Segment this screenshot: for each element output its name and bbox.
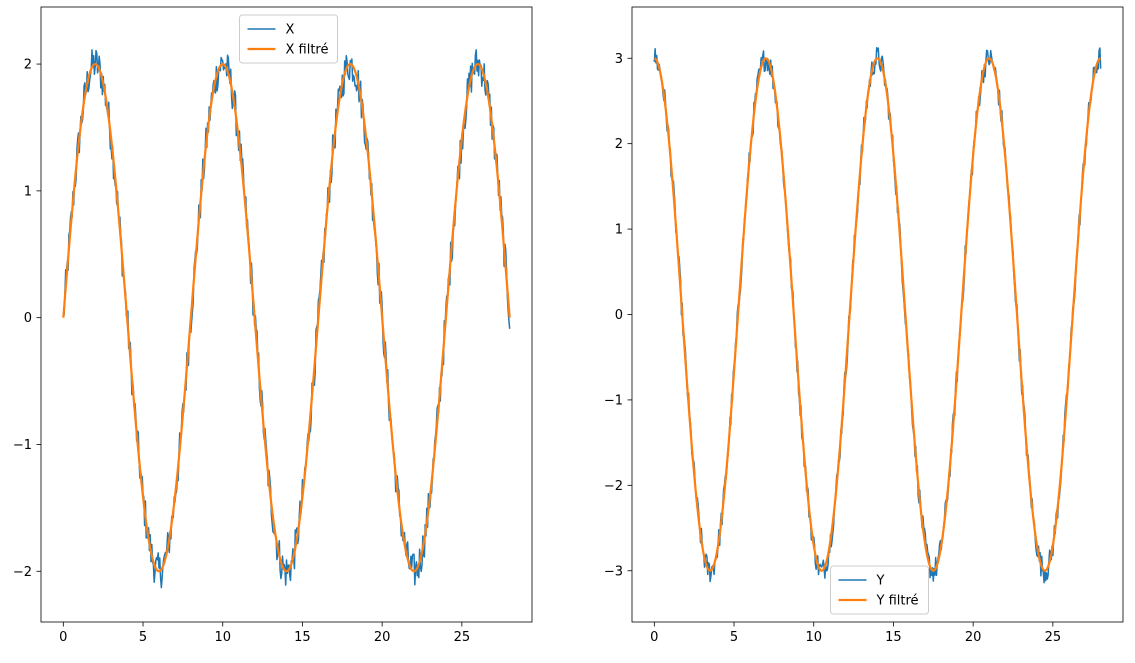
x-tick-label: 10 [805, 630, 822, 645]
x-tick-label: 5 [730, 630, 738, 645]
y-tick-label: −2 [604, 479, 623, 494]
legend-label: Y filtré [876, 594, 919, 609]
x-tick-label: 15 [294, 630, 311, 645]
x-tick-label: 25 [454, 630, 471, 645]
y-tick-label: 0 [24, 311, 32, 326]
legend: X X filtré [239, 14, 338, 64]
legend-box [830, 565, 929, 615]
x-tick-label: 20 [965, 630, 982, 645]
x-tick-label: 5 [139, 630, 147, 645]
y-tick-label: 2 [24, 58, 32, 73]
series-line-raw [62, 49, 511, 589]
x-tick-label: 25 [1045, 630, 1062, 645]
legend: Y Y filtré [830, 565, 929, 615]
y-tick-label: 1 [615, 223, 623, 238]
y-tick-label: −3 [604, 564, 623, 579]
y-tick-label: −1 [604, 393, 623, 408]
y-tick-label: 0 [615, 308, 623, 323]
x-tick-label: 20 [374, 630, 391, 645]
y-tick-label: 2 [615, 137, 623, 152]
subplot-y: 0 5 10 15 20 25 −3 −2 −1 0 1 2 3 Y Y filtré [604, 6, 1124, 645]
y-tick-label: −1 [13, 438, 32, 453]
x-tick-label: 15 [885, 630, 902, 645]
series-line-raw [653, 47, 1102, 584]
y-tick-label: 3 [615, 52, 623, 67]
series-line-filtered [62, 62, 511, 573]
y-tick-label: 1 [24, 184, 32, 199]
x-tick-label: 10 [214, 630, 231, 645]
legend-label: Y [876, 574, 885, 589]
x-tick-label: 0 [59, 630, 67, 645]
axes-frame [40, 6, 533, 623]
subplot-x: 0 5 10 15 20 25 −2 −1 0 1 2 X X filtré [13, 6, 533, 645]
y-tick-label: −2 [13, 565, 32, 580]
axes-frame [631, 6, 1124, 623]
legend-label: X [286, 23, 295, 38]
legend-label: X filtré [286, 43, 329, 58]
x-tick-label: 0 [650, 630, 658, 645]
series-line-filtered [653, 57, 1102, 572]
legend-box [239, 14, 338, 64]
